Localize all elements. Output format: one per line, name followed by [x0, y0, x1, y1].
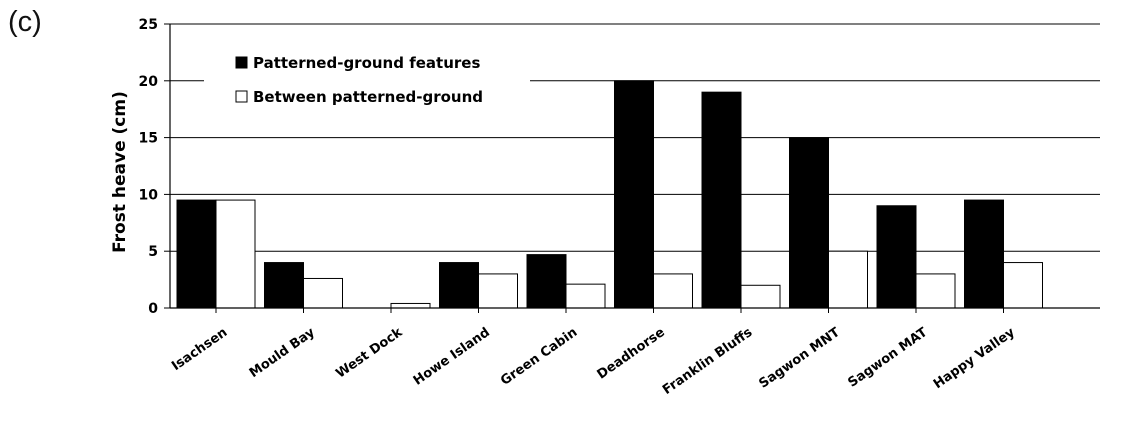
bar-between-0: [215, 199, 256, 309]
bar-patterned-6: [701, 91, 742, 309]
x-tick-label-5: Deadhorse: [595, 325, 668, 383]
legend-swatch-between-patterned-ground: [235, 90, 248, 103]
bar-patterned-4: [526, 254, 567, 309]
legend-label-between-patterned-ground: Between patterned-ground: [253, 88, 483, 106]
bars: [176, 80, 1043, 309]
y-tick-label-25: 25: [139, 17, 158, 33]
y-tick-label-15: 15: [139, 131, 158, 147]
bar-patterned-1: [264, 262, 304, 309]
x-tick-label-3: Howe Island: [411, 325, 493, 389]
x-tick-label-0: Isachsen: [169, 325, 230, 374]
bar-between-7: [828, 250, 868, 309]
y-tick-label-10: 10: [139, 187, 159, 203]
y-tick-label-5: 5: [148, 244, 158, 260]
panel-label: (c): [8, 6, 42, 38]
bar-between-1: [303, 277, 343, 309]
bar-patterned-9: [964, 199, 1004, 309]
x-tick-label-9: Happy Valley: [931, 325, 1018, 392]
y-tick-label-0: 0: [148, 301, 158, 317]
y-axis-title: Frost heave (cm): [110, 91, 130, 253]
x-tick-label-4: Green Cabin: [498, 325, 580, 389]
bar-between-6: [740, 284, 781, 309]
bar-patterned-8: [876, 205, 917, 309]
bar-patterned-7: [789, 137, 829, 309]
legend-label-patterned-ground: Patterned-ground features: [253, 54, 480, 72]
x-tick-label-2: West Dock: [333, 325, 405, 382]
x-tick-label-7: Sagwon MNT: [756, 325, 842, 392]
legend-swatch-patterned-ground: [235, 56, 248, 69]
legend-background: [204, 44, 530, 116]
bar-patterned-3: [439, 262, 479, 309]
bar-between-2: [390, 302, 431, 309]
bar-between-8: [915, 273, 956, 309]
x-tick-label-1: Mould Bay: [247, 325, 318, 381]
bar-between-9: [1003, 262, 1043, 309]
legend: Patterned-ground features Between patter…: [204, 44, 530, 116]
x-tick-label-8: Sagwon MAT: [845, 325, 930, 391]
y-tick-label-20: 20: [139, 74, 159, 90]
bar-patterned-0: [176, 199, 217, 309]
bar-between-4: [565, 283, 606, 309]
x-tick-label-6: Franklin Bluffs: [660, 325, 755, 398]
bar-between-5: [653, 273, 693, 309]
bar-between-3: [478, 273, 518, 309]
bar-patterned-5: [614, 80, 654, 309]
